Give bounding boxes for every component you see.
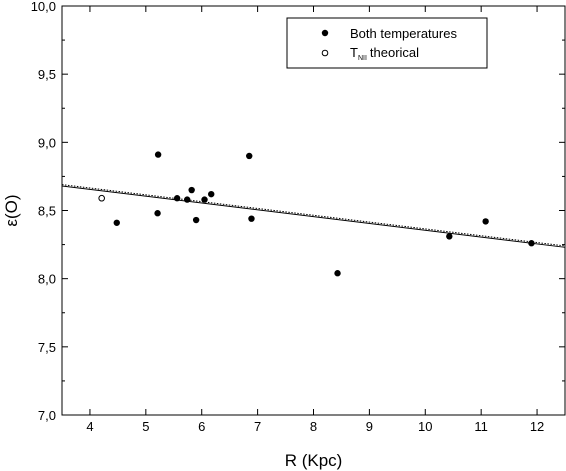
legend-label-tail: theorical bbox=[370, 45, 419, 60]
data-point-both-temperatures bbox=[248, 215, 255, 222]
fit-line-dotted bbox=[61, 184, 566, 247]
y-tick-label: 10,0 bbox=[31, 0, 56, 14]
fit-lines bbox=[61, 184, 566, 248]
y-axis-title: ε(O) bbox=[2, 194, 21, 226]
y-tick-labels: 7,0 7,5 8,0 8,5 9,0 9,5 10,0 bbox=[31, 0, 56, 423]
data-point-both-temperatures bbox=[154, 151, 162, 158]
x-tick-label: 8 bbox=[310, 419, 317, 434]
data-point-both-temperatures bbox=[192, 216, 200, 224]
x-tick-label: 11 bbox=[474, 419, 488, 434]
data-point-both-temperatures bbox=[246, 152, 253, 160]
data-point-both-temperatures bbox=[201, 196, 208, 203]
x-tick-label: 10 bbox=[418, 419, 432, 434]
data-point-both-temperatures bbox=[173, 195, 181, 202]
y-tick-label: 9,0 bbox=[38, 135, 56, 150]
data-point-both-temperatures bbox=[183, 196, 191, 203]
legend-label-t: T bbox=[350, 45, 358, 60]
legend-label-tnii-theorical: TNII theorical bbox=[350, 45, 419, 62]
axis-ticks bbox=[62, 5, 565, 416]
data-point-both-temperatures bbox=[528, 240, 535, 247]
data-point-both-temperatures bbox=[188, 186, 195, 194]
data-point-both-temperatures bbox=[482, 218, 489, 225]
y-tick-label: 9,5 bbox=[38, 67, 56, 82]
data-point-both-temperatures bbox=[446, 233, 453, 240]
y-tick-label: 7,0 bbox=[38, 408, 56, 423]
legend-marker-tnii-theorical bbox=[321, 49, 329, 57]
data-points bbox=[98, 151, 535, 277]
y-tick-label: 8,0 bbox=[38, 272, 56, 287]
data-point-both-temperatures bbox=[334, 270, 341, 277]
y-tick-label: 7,5 bbox=[38, 340, 56, 355]
legend-box bbox=[286, 17, 488, 69]
data-point-both-temperatures bbox=[113, 219, 120, 226]
x-tick-label: 9 bbox=[366, 419, 373, 434]
x-tick-label: 5 bbox=[142, 419, 149, 434]
y-tick-label: 8,5 bbox=[38, 204, 56, 219]
data-point-both-temperatures bbox=[208, 190, 215, 198]
data-point-tnii-theorical bbox=[98, 194, 105, 202]
legend-marker-both-temperatures bbox=[321, 29, 329, 37]
x-tick-label: 6 bbox=[198, 419, 205, 434]
legend-label-both-temperatures: Both temperatures bbox=[350, 26, 457, 41]
data-point-both-temperatures bbox=[154, 210, 161, 217]
legend-label-subscript: NII bbox=[358, 55, 367, 62]
x-tick-label: 4 bbox=[86, 419, 93, 434]
x-tick-label: 12 bbox=[530, 419, 544, 434]
x-axis-title: R (Kpc) bbox=[285, 451, 343, 470]
x-tick-label: 7 bbox=[254, 419, 261, 434]
legend: Both temperatures TNII theorical bbox=[286, 17, 488, 69]
fit-line-solid bbox=[61, 185, 566, 248]
x-tick-labels: 4 5 6 7 8 9 10 11 12 bbox=[86, 419, 544, 434]
